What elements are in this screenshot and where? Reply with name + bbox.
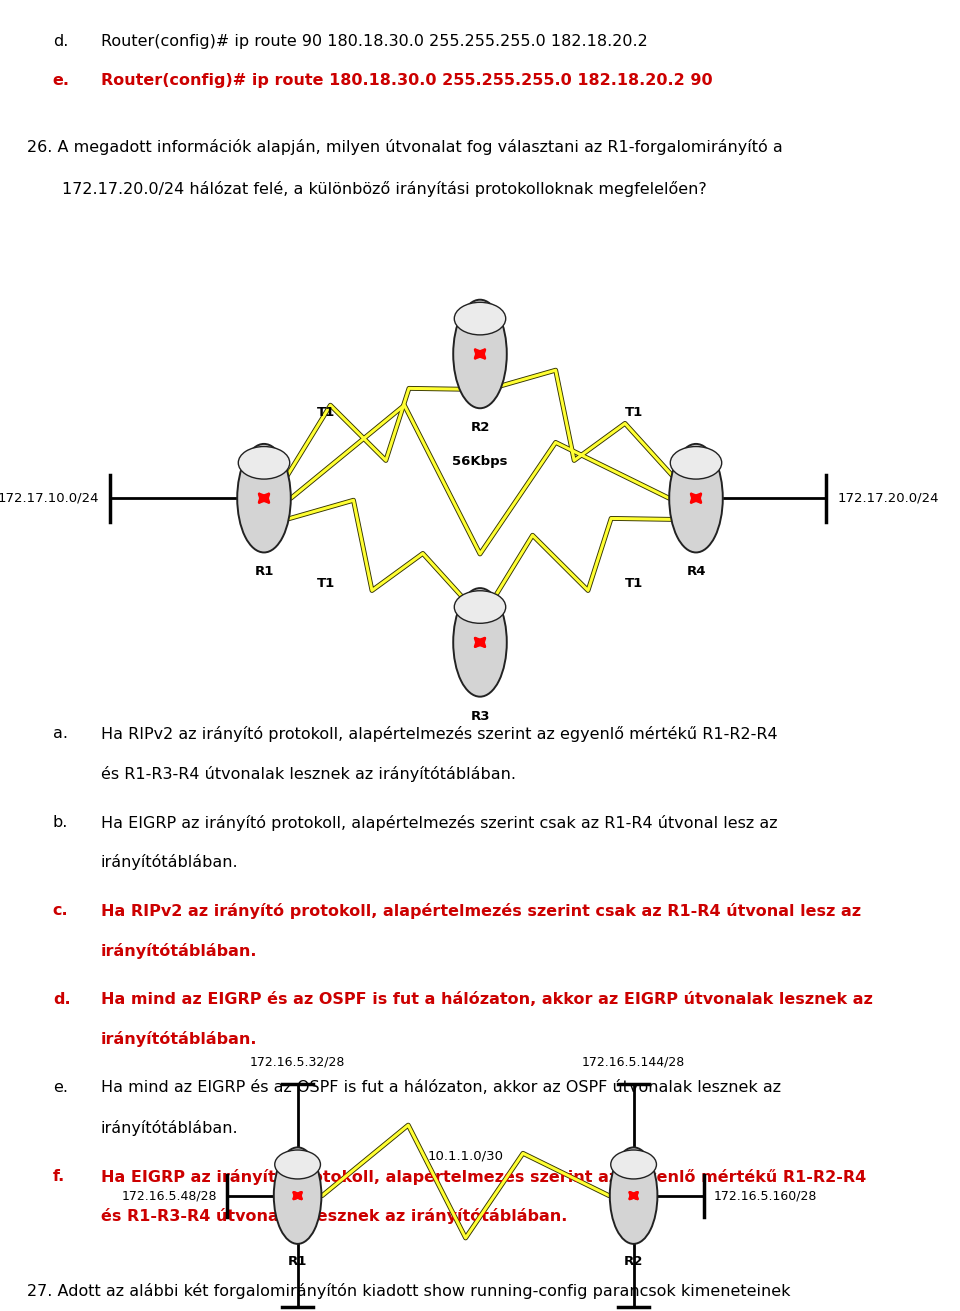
- Text: 26. A megadott információk alapján, milyen útvonalat fog választani az R1-forgal: 26. A megadott információk alapján, mily…: [27, 139, 782, 155]
- Text: irányítótáblában.: irányítótáblában.: [101, 855, 238, 871]
- Text: d.: d.: [53, 991, 70, 1007]
- Text: f.: f.: [53, 1169, 65, 1184]
- Text: c.: c.: [53, 903, 68, 918]
- Ellipse shape: [238, 447, 290, 479]
- Text: R2: R2: [470, 421, 490, 434]
- Ellipse shape: [454, 591, 506, 623]
- Text: Ha EIGRP az irányító protokoll, alapértelmezés szerint az egyenlő mértékű R1-R2-: Ha EIGRP az irányító protokoll, alapérte…: [101, 1169, 866, 1185]
- Ellipse shape: [610, 1147, 658, 1244]
- Text: 10.1.1.0/30: 10.1.1.0/30: [427, 1150, 504, 1163]
- Text: e.: e.: [53, 1080, 68, 1095]
- Text: T1: T1: [625, 577, 643, 590]
- Ellipse shape: [237, 444, 291, 552]
- Text: 172.16.5.160/28: 172.16.5.160/28: [714, 1189, 817, 1202]
- Text: T1: T1: [317, 406, 335, 420]
- Text: R2: R2: [624, 1256, 643, 1269]
- Text: Ha RIPv2 az irányító protokoll, alapértelmezés szerint az egyenlő mértékű R1-R2-: Ha RIPv2 az irányító protokoll, alapérte…: [101, 726, 778, 742]
- Text: d.: d.: [53, 34, 68, 49]
- Text: T1: T1: [625, 406, 643, 420]
- Text: 172.16.5.144/28: 172.16.5.144/28: [582, 1055, 685, 1068]
- Text: 172.17.20.0/24: 172.17.20.0/24: [837, 492, 939, 505]
- Text: a.: a.: [53, 726, 68, 741]
- Ellipse shape: [454, 303, 506, 334]
- Text: R1: R1: [288, 1256, 307, 1269]
- Text: 27. Adott az alábbi két forgalomirányítón kiadott show running-config parancsok : 27. Adott az alábbi két forgalomirányító…: [27, 1283, 790, 1299]
- Text: R3: R3: [470, 709, 490, 722]
- Text: 172.16.5.48/28: 172.16.5.48/28: [122, 1189, 217, 1202]
- Ellipse shape: [453, 589, 507, 696]
- Text: és R1-R3-R4 útvonalak lesznek az irányítótáblában.: és R1-R3-R4 útvonalak lesznek az irányít…: [101, 1209, 567, 1224]
- Ellipse shape: [453, 300, 507, 408]
- Ellipse shape: [670, 447, 722, 479]
- Ellipse shape: [669, 444, 723, 552]
- Text: és R1-R3-R4 útvonalak lesznek az irányítótáblában.: és R1-R3-R4 útvonalak lesznek az irányít…: [101, 766, 516, 781]
- Text: Router(config)# ip route 90 180.18.30.0 255.255.255.0 182.18.20.2: Router(config)# ip route 90 180.18.30.0 …: [101, 34, 648, 49]
- Text: Ha EIGRP az irányító protokoll, alapértelmezés szerint csak az R1-R4 útvonal les: Ha EIGRP az irányító protokoll, alapérte…: [101, 814, 778, 831]
- Ellipse shape: [611, 1150, 657, 1179]
- Text: 172.17.10.0/24: 172.17.10.0/24: [0, 492, 99, 505]
- Text: R1: R1: [254, 565, 274, 578]
- Text: e.: e.: [53, 73, 70, 88]
- Ellipse shape: [275, 1150, 321, 1179]
- Ellipse shape: [274, 1147, 322, 1244]
- Text: Ha mind az EIGRP és az OSPF is fut a hálózaton, akkor az EIGRP útvonalak lesznek: Ha mind az EIGRP és az OSPF is fut a hál…: [101, 991, 873, 1007]
- Text: irányítótáblában.: irányítótáblában.: [101, 1120, 238, 1135]
- Text: R4: R4: [686, 565, 706, 578]
- Text: Ha mind az EIGRP és az OSPF is fut a hálózaton, akkor az OSPF útvonalak lesznek : Ha mind az EIGRP és az OSPF is fut a hál…: [101, 1080, 780, 1095]
- Text: 56Kbps: 56Kbps: [452, 455, 508, 468]
- Text: irányítótáblában.: irányítótáblában.: [101, 943, 257, 958]
- Text: 172.16.5.32/28: 172.16.5.32/28: [250, 1055, 346, 1068]
- Text: irányítótáblában.: irányítótáblában.: [101, 1030, 257, 1047]
- Text: Router(config)# ip route 180.18.30.0 255.255.255.0 182.18.20.2 90: Router(config)# ip route 180.18.30.0 255…: [101, 73, 712, 88]
- Text: Ha RIPv2 az irányító protokoll, alapértelmezés szerint csak az R1-R4 útvonal les: Ha RIPv2 az irányító protokoll, alapérte…: [101, 903, 861, 919]
- Text: 172.17.20.0/24 hálózat felé, a különböző irányítási protokolloknak megfelelően?: 172.17.20.0/24 hálózat felé, a különböző…: [62, 181, 708, 197]
- Text: T1: T1: [317, 577, 335, 590]
- Text: b.: b.: [53, 814, 68, 830]
